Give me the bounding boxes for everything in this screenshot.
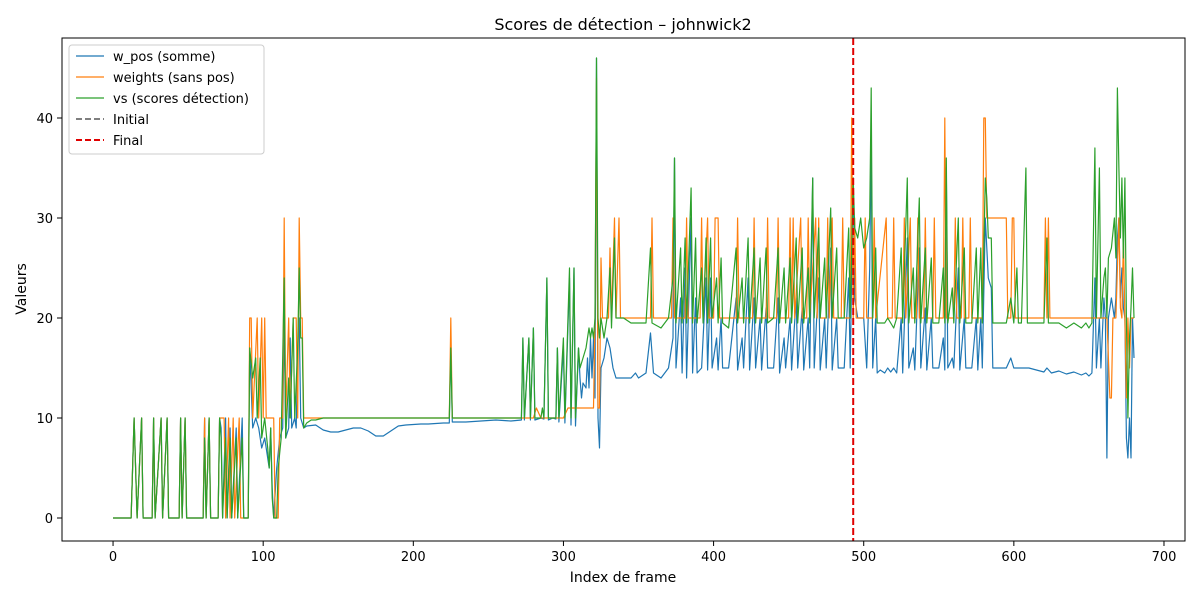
chart-title: Scores de détection – johnwick2 (494, 15, 751, 34)
x-tick-label: 500 (851, 550, 876, 565)
legend-label: w_pos (somme) (113, 50, 215, 65)
y-tick-label: 40 (36, 112, 53, 127)
y-tick-label: 10 (36, 412, 53, 427)
series-layer (113, 57, 1135, 519)
legend-label: vs (scores détection) (113, 92, 249, 107)
legend-box (68, 44, 265, 155)
legend-label: weights (sans pos) (113, 71, 235, 86)
plot-frame (61, 37, 1186, 542)
x-tick-label: 700 (1152, 550, 1177, 565)
x-tick-label: 400 (701, 550, 726, 565)
legend: w_pos (somme) weights (sans pos) vs (score… (68, 44, 265, 155)
y-tick-label: 0 (45, 512, 53, 527)
x-tick-label: 0 (109, 550, 117, 565)
y-tick-label: 30 (36, 212, 53, 227)
series-line-1 (113, 77, 1134, 519)
series-line-0 (113, 57, 1135, 519)
x-tick-label: 100 (251, 550, 276, 565)
x-axis-label: Index de frame (570, 570, 676, 586)
legend-label: Final (113, 134, 143, 149)
y-tick-label: 20 (36, 312, 53, 327)
y-axis-label: Valeurs (14, 263, 30, 315)
x-tick-label: 200 (401, 550, 426, 565)
x-tick-label: 300 (551, 550, 576, 565)
y-axis: 0 10 20 30 40 (36, 112, 62, 527)
legend-label: Initial (113, 113, 149, 128)
series-line-2 (113, 57, 1135, 519)
x-tick-label: 600 (1001, 550, 1026, 565)
x-axis: 0 100 200 300 400 500 600 700 (109, 541, 1176, 565)
